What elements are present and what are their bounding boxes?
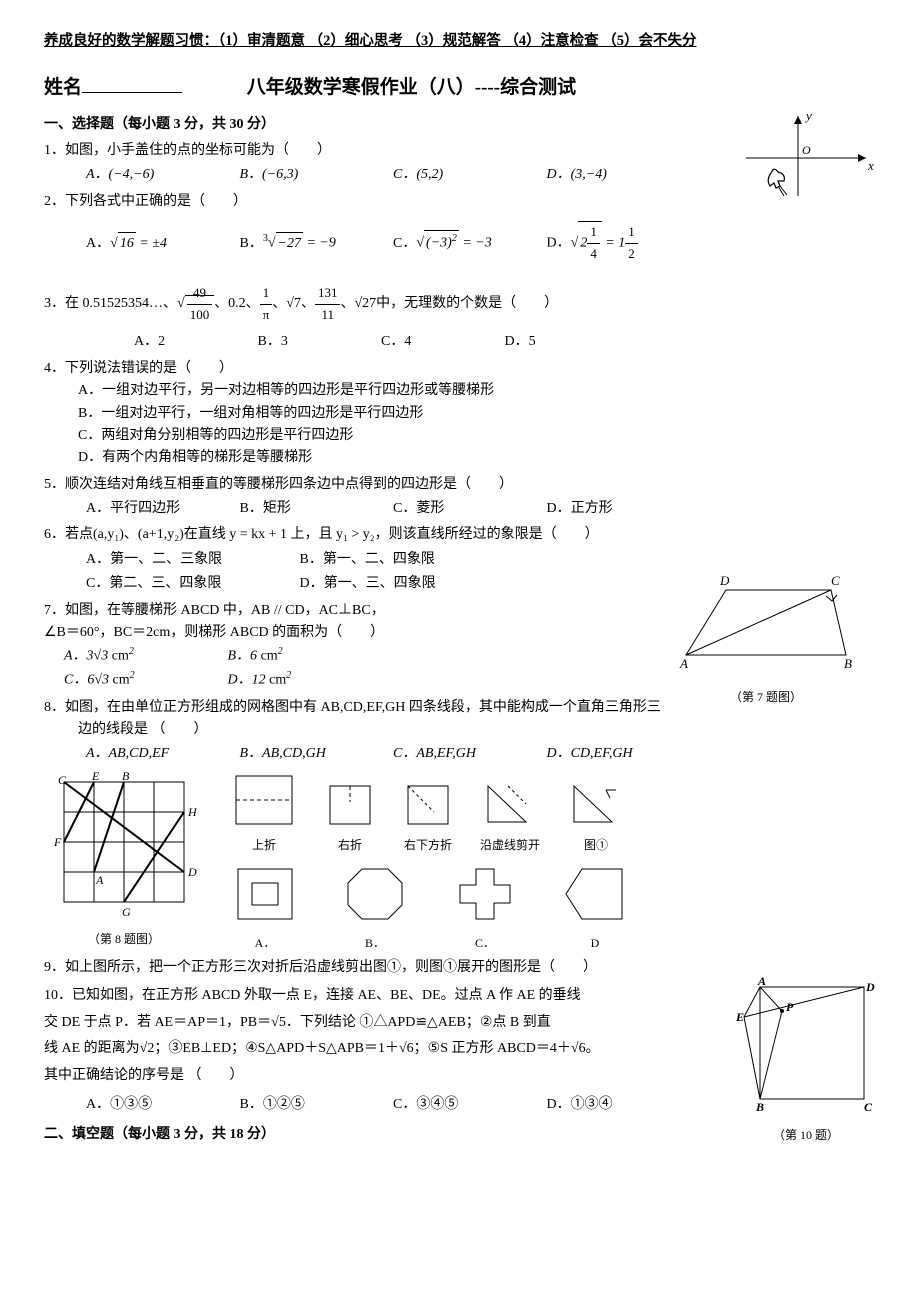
q2-opt-b: B．3√−27 = −9 (240, 231, 390, 255)
q10-opt-d: D．①③④ (547, 1092, 697, 1119)
q2-opt-a: A．√16 = ±4 (86, 232, 236, 255)
svg-text:B: B (122, 772, 130, 783)
q8-opt-d: D．CD,EF,GH (547, 743, 697, 765)
q1-opt-d: D．(3,−4) (547, 164, 697, 186)
q7-stem2: ∠B＝60°，BC＝2cm，则梯形 ABCD 的面积为（ ） (44, 625, 384, 640)
q10-l4: 其中正确结论的序号是 （ ） (44, 1063, 876, 1090)
q3-opt-b: B．3 (258, 331, 378, 353)
q2-opt-d: D．√214 = 112 (547, 221, 697, 265)
q1-stem: 1．如图，小手盖住的点的坐标可能为（ ） (44, 143, 331, 158)
q7-stem: 7．如图，在等腰梯形 ABCD 中，AB // CD，AC⊥BC， (44, 603, 385, 618)
name-label: 姓名 (44, 77, 82, 98)
q4: 4．下列说法错误的是（ ） A．一组对边平行，另一对边相等的四边形是平行四边形或… (44, 358, 876, 470)
q10-caption: （第 10 题） (736, 1126, 876, 1145)
q9-stem: 9．如上图所示，把一个正方形三次对折后沿虚线剪出图①，则图①展开的图形是（ ） (44, 960, 597, 975)
svg-text:D: D (719, 573, 730, 588)
svg-text:C: C (831, 573, 840, 588)
svg-text:F: F (53, 835, 62, 849)
q6-opt-a: A．第一、二、三象限 (86, 549, 296, 571)
q7-opt-b: B．6 cm2 (228, 644, 388, 668)
q4-stem: 4．下列说法错误的是（ ） (44, 361, 233, 376)
q10-l2: 交 DE 于点 P．若 AE＝AP＝1，PB＝√5．下列结论 ①△APD≌△AE… (44, 1010, 876, 1037)
q5-opt-b: B．矩形 (240, 498, 390, 520)
q10: 10．已知如图，在正方形 ABCD 外取一点 E，连接 AE、BE、DE。过点 … (44, 983, 876, 1118)
q5: 5．顺次连结对角线互相垂直的等腰梯形四条边中点得到的四边形是（ ） A．平行四边… (44, 474, 876, 521)
q8-opt-b: B．AB,CD,GH (240, 743, 390, 765)
q8: 8．如图，在由单位正方形组成的网格图中有 AB,CD,EF,GH 四条线段，其中… (44, 697, 876, 766)
axis-y-label: y (804, 108, 812, 123)
habit-line: 养成良好的数学解题习惯：（1）审清题意 （2）细心思考 （3）规范解答 （4）注… (44, 30, 876, 53)
q6-opt-c: C．第二、三、四象限 (86, 573, 296, 595)
svg-text:G: G (122, 905, 131, 919)
q5-opt-c: C．菱形 (393, 498, 543, 520)
q2: 2．下列各式中正确的是（ ） A．√16 = ±4 B．3√−27 = −9 C… (44, 191, 876, 265)
q4-opt-b: B．一组对边平行，一组对角相等的四边形是平行四边形 (78, 403, 876, 425)
q9: 9．如上图所示，把一个正方形三次对折后沿虚线剪出图①，则图①展开的图形是（ ） (44, 957, 876, 979)
q7-opt-d: D．12 cm2 (228, 668, 388, 692)
q3: 3．在 0.51525354…、√49100、0.2、1π、√7、13111、√… (44, 283, 876, 354)
q10-opt-c: C．③④⑤ (393, 1092, 543, 1119)
q8-grid-figure: C E B H F D A G （第 8 题图） (44, 772, 204, 950)
q6-stem: 6．若点(a,y₁)、(a+1,y₂)在直线 y = kx + 1 上，且 y₁… (44, 527, 599, 542)
svg-text:E: E (91, 772, 100, 783)
q1-opt-c: C．(5,2) (393, 164, 543, 186)
q8-stem: 8．如图，在由单位正方形组成的网格图中有 AB,CD,EF,GH 四条线段，其中… (44, 700, 661, 715)
q3-opt-a: A．2 (134, 331, 254, 353)
q3-stem: 3．在 0.51525354…、√49100、0.2、1π、√7、13111、√… (44, 296, 558, 311)
q7-opt-a: A．3√3 cm2 (64, 644, 224, 668)
svg-text:C: C (58, 773, 67, 787)
q10-l1: 10．已知如图，在正方形 ABCD 外取一点 E，连接 AE、BE、DE。过点 … (44, 983, 876, 1010)
q3-opt-d: D．5 (505, 331, 625, 353)
fold-diagram: 上折 右折 右下方折 沿虚线剪开 图① A． B． C． D (230, 772, 876, 953)
q7-opt-c: C．6√3 cm2 (64, 668, 224, 692)
q10-opt-b: B．①②⑤ (240, 1092, 390, 1119)
q10-l3: 线 AE 的距离为√2；③EB⊥ED；④S△APD＋S△APB＝1＋√6；⑤S … (44, 1036, 876, 1063)
q4-opt-c: C．两组对角分别相等的四边形是平行四边形 (78, 425, 876, 447)
q4-opt-d: D．有两个内角相等的梯形是等腰梯形 (78, 447, 876, 469)
q4-opt-a: A．一组对边平行，另一对边相等的四边形是平行四边形或等腰梯形 (78, 380, 876, 402)
q6-opt-d: D．第一、三、四象限 (300, 573, 510, 595)
q6-opt-b: B．第一、二、四象限 (300, 549, 510, 571)
svg-text:D: D (187, 865, 197, 879)
svg-text:A: A (95, 873, 104, 887)
q10-opt-a: A．①③⑤ (86, 1092, 236, 1119)
q5-opt-a: A．平行四边形 (86, 498, 236, 520)
worksheet-title: 八年级数学寒假作业（八）----综合测试 (247, 73, 576, 103)
q8-opt-c: C．AB,EF,GH (393, 743, 543, 765)
q8-caption: （第 8 题图） (44, 930, 204, 949)
q1: 1．如图，小手盖住的点的坐标可能为（ ） A．(−4,−6) B．(−6,3) … (44, 140, 876, 187)
svg-text:H: H (187, 805, 198, 819)
q1-opt-b: B．(−6,3) (240, 164, 390, 186)
q7: 7．如图，在等腰梯形 ABCD 中，AB // CD，AC⊥BC， ∠B＝60°… (44, 600, 876, 693)
header-line: 姓名 八年级数学寒假作业（八）----综合测试 (44, 73, 876, 103)
q8-opt-a: A．AB,CD,EF (86, 743, 236, 765)
q2-stem: 2．下列各式中正确的是（ ） (44, 194, 247, 209)
q1-opt-a: A．(−4,−6) (86, 164, 236, 186)
q5-stem: 5．顺次连结对角线互相垂直的等腰梯形四条边中点得到的四边形是（ ） (44, 477, 513, 492)
q5-opt-d: D．正方形 (547, 498, 697, 520)
q2-opt-c: C．√(−3)2 = −3 (393, 230, 543, 255)
name-blank[interactable] (82, 73, 182, 93)
q3-opt-c: C．4 (381, 331, 501, 353)
q8-stem2: 边的线段是 （ ） (78, 719, 876, 741)
